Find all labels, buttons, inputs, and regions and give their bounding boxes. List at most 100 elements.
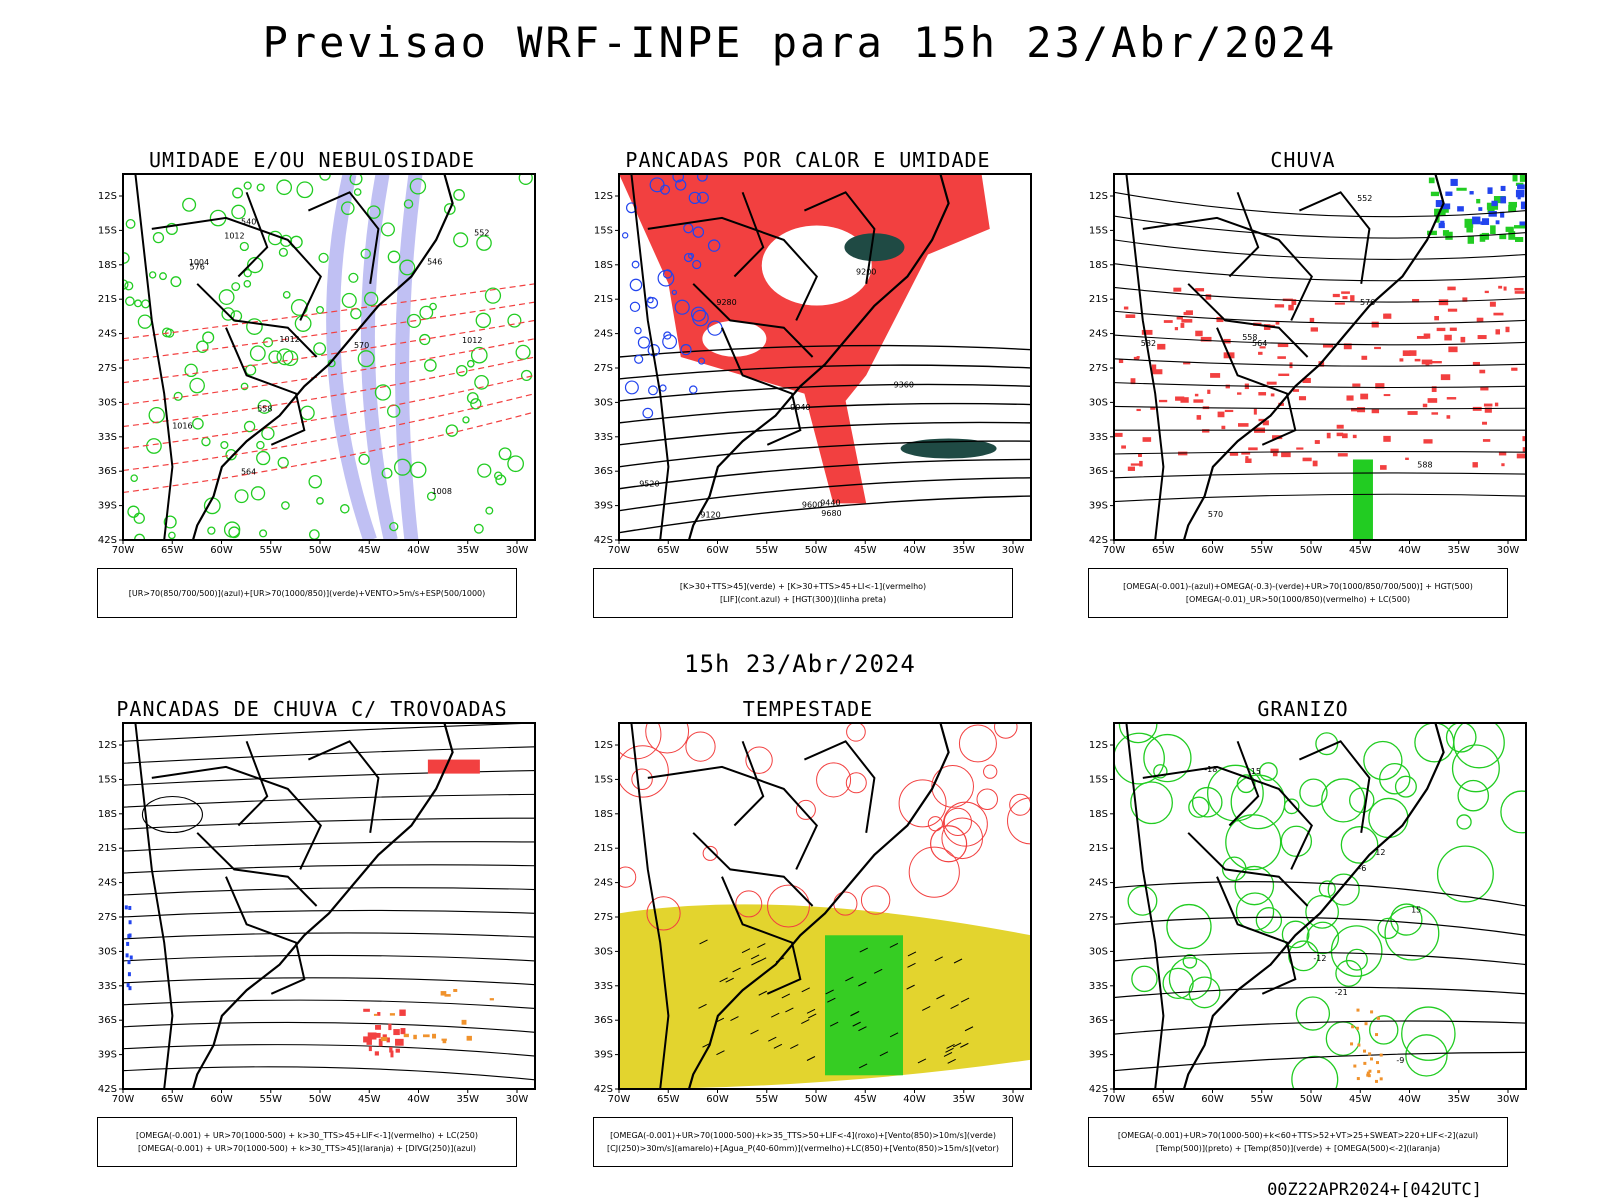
humidity-contour xyxy=(473,523,484,534)
rain-area xyxy=(1245,458,1252,463)
lon-tick-label: 30W xyxy=(1497,545,1520,556)
lc850-contour xyxy=(685,731,716,762)
lat-tick-label: 33S xyxy=(594,981,613,992)
wind-vector xyxy=(943,1052,953,1057)
humidity-contour xyxy=(443,203,456,215)
storm-area xyxy=(422,1034,430,1038)
coastline xyxy=(1182,723,1445,1089)
rain-area xyxy=(1371,409,1380,414)
humidity-contour xyxy=(498,447,512,461)
rain-area xyxy=(1158,399,1168,403)
legend-box: [OMEGA(-0.001)-(azul)+OMEGA(-0.3)-(verde… xyxy=(1088,568,1508,618)
humidity-contour xyxy=(231,204,246,220)
rain-area xyxy=(1489,301,1496,307)
lat-tick-label: 15S xyxy=(1089,225,1108,236)
rain-area xyxy=(1482,421,1488,425)
rain-area xyxy=(1481,218,1490,225)
rain-area xyxy=(1498,285,1503,289)
contour-label: -9 xyxy=(1396,1056,1404,1065)
rain-area xyxy=(1383,313,1392,319)
country-border xyxy=(733,740,765,827)
rain-area xyxy=(1281,452,1291,458)
lat-tick-label: 24S xyxy=(594,878,613,889)
humidity-contour xyxy=(245,364,257,376)
lon-tick-label: 65W xyxy=(657,1094,680,1105)
rain-area xyxy=(1258,351,1263,355)
omega-area xyxy=(1368,1069,1372,1073)
contour-label: 552 xyxy=(1357,194,1372,203)
storm-area xyxy=(466,1035,472,1041)
storm-area xyxy=(382,1034,387,1038)
rain-area xyxy=(1484,290,1489,294)
streamline xyxy=(123,999,535,1010)
streamline xyxy=(1114,191,1526,218)
omega-area xyxy=(1379,1053,1383,1057)
lon-tick-label: 65W xyxy=(657,545,680,556)
storm-area xyxy=(390,1050,394,1058)
contour-label: 552 xyxy=(474,229,489,238)
lc850-contour xyxy=(860,885,891,915)
temp850-contour xyxy=(1281,920,1310,949)
lif-contour xyxy=(692,309,709,327)
wind-vector xyxy=(771,1012,780,1018)
contour-label: -15 xyxy=(1248,767,1261,776)
rain-area xyxy=(1292,389,1300,392)
lif-contour xyxy=(637,336,651,349)
temp850-contour xyxy=(1127,885,1158,916)
lat-tick-label: 39S xyxy=(1089,1050,1108,1061)
humidity-contour xyxy=(239,241,249,252)
streamline xyxy=(1114,405,1526,410)
lif-contour xyxy=(646,297,659,309)
lat-tick-label: 42S xyxy=(1089,1084,1108,1095)
lon-tick-label: 55W xyxy=(755,545,778,556)
lat-tick-label: 18S xyxy=(1089,809,1108,820)
rain-area xyxy=(1442,230,1450,236)
rain-area xyxy=(1337,453,1348,457)
wind-vector xyxy=(850,1011,859,1017)
storm-area xyxy=(461,1019,467,1025)
lc850-contour xyxy=(898,779,947,828)
humidity-contour xyxy=(228,526,241,539)
rain-area xyxy=(1495,329,1501,335)
rain-area xyxy=(1258,418,1266,422)
rain-area xyxy=(1139,460,1143,467)
omega-area xyxy=(1353,1064,1357,1068)
rain-area xyxy=(1427,398,1438,403)
rain-area xyxy=(1195,288,1205,292)
contour-label: 1016 xyxy=(172,421,192,430)
clear-area xyxy=(702,320,767,357)
temp850-contour xyxy=(1230,774,1286,830)
humidity-band xyxy=(395,174,423,540)
country-border xyxy=(1216,876,1297,995)
country-border xyxy=(1228,740,1260,827)
rain-area xyxy=(1115,432,1123,437)
humidity-contour xyxy=(316,497,324,505)
rain-area xyxy=(1123,306,1129,310)
rain-area xyxy=(1196,415,1202,420)
lat-tick-label: 42S xyxy=(594,1084,613,1095)
panel-title: GRANIZO xyxy=(1257,697,1349,721)
lat-tick-label: 18S xyxy=(1089,260,1108,271)
humidity-contour xyxy=(161,327,172,338)
country-border xyxy=(237,191,269,278)
rain-area xyxy=(1434,315,1440,321)
thickness-contour xyxy=(123,338,535,406)
wind-vector xyxy=(750,1029,759,1035)
wind-vector xyxy=(917,1058,927,1064)
divergence-area xyxy=(127,972,131,977)
humidity-contour xyxy=(495,474,507,486)
lon-tick-label: 45W xyxy=(854,1094,877,1105)
map-area: 12S 15S 18S 21S 24S 27S 30S 33S 36S 39S 42S 70W 65W 6… xyxy=(97,170,537,570)
streamline xyxy=(123,841,535,852)
temp850-contour xyxy=(1130,781,1173,825)
country-border xyxy=(307,740,380,833)
lat-tick-label: 33S xyxy=(1089,432,1108,443)
humidity-contour xyxy=(218,289,235,306)
divergence-area xyxy=(127,960,131,965)
rain-area xyxy=(1482,439,1491,442)
lif-contour xyxy=(707,239,721,252)
contour-label: 12 xyxy=(1375,848,1385,857)
lat-tick-label: 21S xyxy=(594,294,613,305)
lon-tick-label: 40W xyxy=(903,545,926,556)
